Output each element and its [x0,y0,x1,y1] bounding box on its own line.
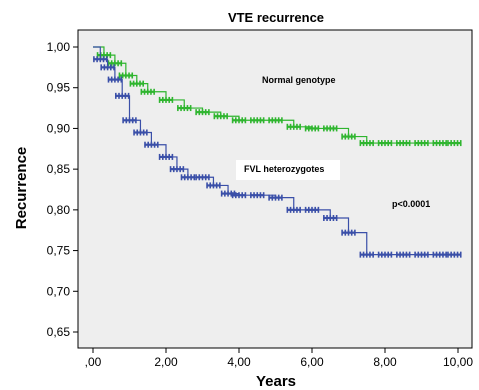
annotation-fvl-box [236,160,340,180]
y-tick-label: 0,65 [47,325,71,339]
x-tick-label: 10,00 [443,355,473,369]
y-tick-label: 1,00 [47,40,71,54]
annotation-normal-genotype: Normal genotype [262,75,336,85]
annotation-fvl-heterozygotes: FVL heterozygotes [244,164,324,174]
x-tick-label: 2,00 [154,355,178,369]
y-tick-label: 0,80 [47,203,71,217]
x-tick-label: ,00 [85,355,102,369]
y-tick-label: 0,75 [47,244,71,258]
x-axis-label: Years [256,373,296,390]
y-tick-label: 0,85 [47,162,71,176]
series-layer [93,46,462,258]
y-axis: 1,00 0,95 0,90 0,85 0,80 0,75 0,70 0,65 [47,40,78,339]
y-tick-label: 0,95 [47,81,71,95]
chart-title: VTE recurrence [228,10,324,25]
series-marks-fvl-heterozygotes [93,56,462,258]
y-tick-label: 0,70 [47,284,71,298]
x-tick-label: 4,00 [227,355,251,369]
x-tick-label: 6,00 [300,355,324,369]
x-tick-label: 8,00 [373,355,397,369]
series-marks-normal-genotype [96,52,462,147]
annotation-p-value: p<0.0001 [392,199,430,209]
x-axis: ,00 2,00 4,00 6,00 8,00 10,00 [85,348,473,369]
series-line-fvl-heterozygotes [93,46,455,256]
y-axis-label: Recurrence [13,147,30,230]
y-tick-label: 0,90 [47,121,71,135]
